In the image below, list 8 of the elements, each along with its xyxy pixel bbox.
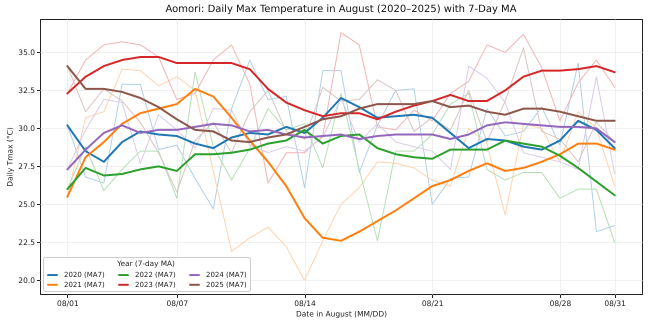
chart-title: Aomori: Daily Max Temperature in August (2020–2025) with 7-Day MA	[165, 4, 517, 15]
line-series	[66, 65, 616, 144]
line-series	[66, 56, 616, 120]
line-series	[66, 97, 616, 163]
line-series	[66, 66, 616, 174]
line-series	[66, 121, 616, 170]
line-series	[66, 68, 616, 281]
line-series	[66, 128, 616, 196]
